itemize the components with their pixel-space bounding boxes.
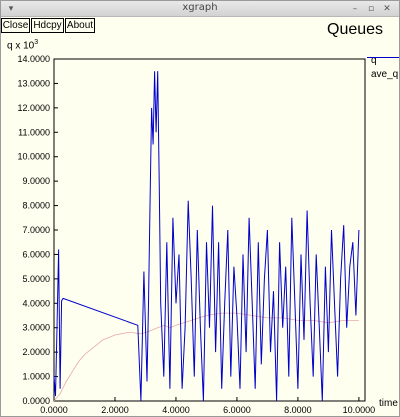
legend-item-ave-q: ave_q [371,69,399,80]
series-line-q [53,71,360,402]
title-bar[interactable]: ▾ xgraph – ▫ ✕ [1,1,399,17]
series-line-ave-q [53,312,359,402]
x-tick-label: 10.0000 [343,405,376,415]
y-tick-label: 1.0000 [22,372,50,382]
plot-title: Queues [327,21,384,38]
chevron-down-icon[interactable]: ▾ [8,4,14,14]
legend-swatch-q [367,57,399,58]
close-button[interactable]: Close [1,18,30,33]
legend-item-q: q [371,55,377,66]
y-tick-label: 2.0000 [22,347,50,357]
x-tick-label: 4.0000 [162,405,190,415]
window-title: xgraph [182,2,218,13]
y-tick-label: 3.0000 [22,323,50,333]
hdcpy-button[interactable]: Hdcpy [31,18,64,33]
x-tick-label: 6.0000 [223,405,251,415]
y-tick-label: 13.0000 [17,78,50,88]
y-tick-label: 4.0000 [22,298,50,308]
y-axis-label-exponent: 3 [34,39,39,46]
y-tick-label: 7.0000 [22,225,50,235]
y-tick-label: 12.0000 [17,103,50,113]
y-tick-label: 0.0000 [22,396,50,406]
about-button[interactable]: About [65,18,95,33]
y-tick-label: 11.0000 [18,127,50,137]
close-icon[interactable]: ✕ [383,4,391,14]
x-axis-label: time [379,398,398,409]
y-tick-label: 9.0000 [22,176,50,186]
plot-frame [53,58,366,402]
x-tick-label: 2.0000 [101,405,129,415]
y-tick-label: 8.0000 [22,201,50,211]
x-tick-label: 0.0000 [40,405,68,415]
y-axis-label-base: q x 10 [7,40,35,52]
y-tick-label: 6.0000 [22,249,50,259]
y-tick-label: 5.0000 [22,274,50,284]
minimize-icon[interactable]: – [352,4,358,14]
x-tick-label: 8.0000 [284,405,312,415]
y-tick-label: 10.0000 [17,152,50,162]
y-tick-label: 14.0000 [17,54,50,64]
maximize-icon[interactable]: ▫ [367,4,375,14]
y-axis-label: q x 103 [7,39,38,51]
